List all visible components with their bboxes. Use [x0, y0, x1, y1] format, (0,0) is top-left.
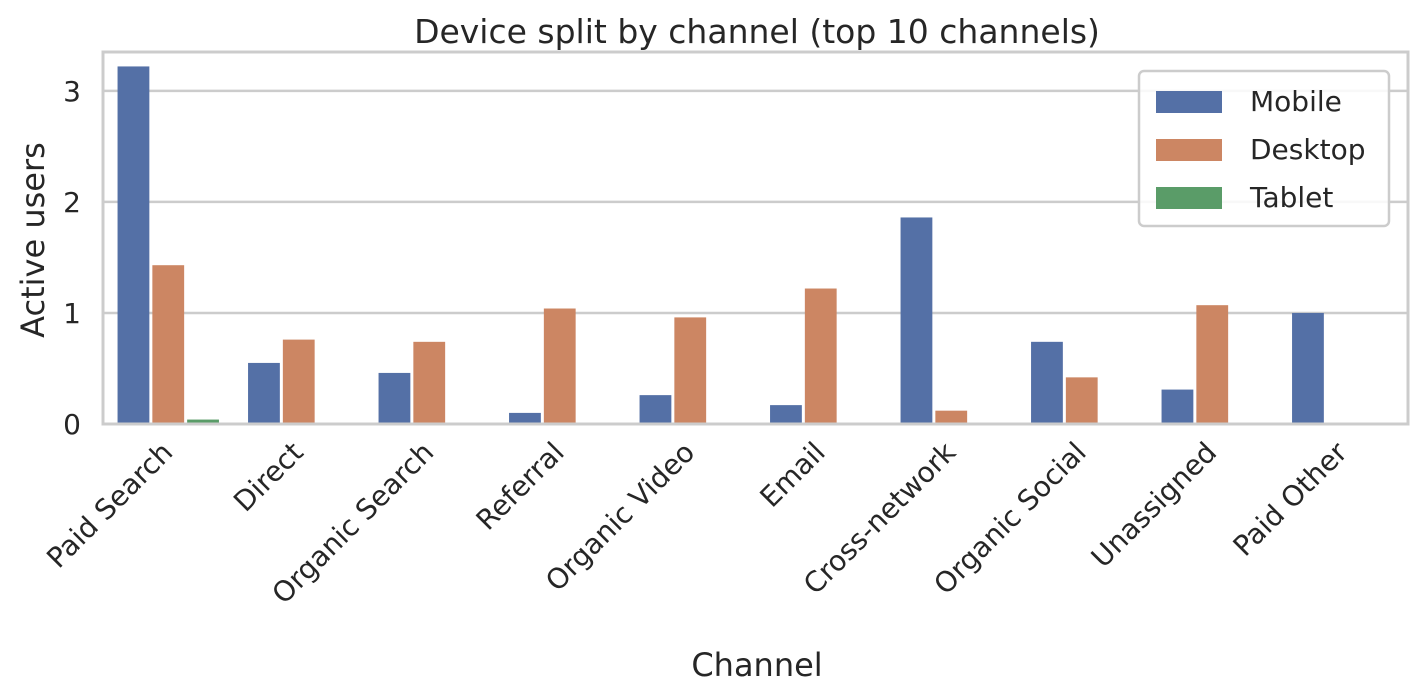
legend: Mobile Desktop Tablet	[1137, 69, 1391, 228]
bar-mobile	[509, 412, 541, 424]
x-tick-label: Referral	[470, 436, 571, 537]
bar-mobile	[1292, 312, 1324, 424]
y-axis-label: Active users	[14, 142, 52, 338]
plot-frame	[101, 50, 1410, 426]
bar-desktop	[282, 339, 315, 424]
y-ticks: 0 1 2 3	[63, 75, 81, 441]
bar-desktop	[674, 317, 707, 424]
bar-desktop	[152, 265, 185, 424]
bars	[117, 66, 1324, 424]
bar-mobile	[1161, 389, 1194, 424]
x-tick-label: Email	[753, 436, 831, 514]
x-tick-label: Direct	[227, 436, 310, 519]
bar-desktop	[543, 308, 576, 424]
bar-mobile	[248, 362, 280, 424]
bar-mobile	[117, 66, 150, 424]
bar-desktop	[935, 410, 968, 424]
x-tick-label: Paid Search	[40, 436, 179, 575]
legend-swatch-desktop	[1156, 139, 1222, 161]
legend-swatch-tablet	[1156, 187, 1222, 209]
legend-swatch-mobile	[1156, 91, 1222, 113]
chart-title: Device split by channel (top 10 channels…	[414, 12, 1100, 51]
x-tick-label: Unassigned	[1085, 436, 1224, 575]
bar-mobile	[770, 405, 802, 424]
legend-label-tablet: Tablet	[1249, 181, 1333, 214]
bar-desktop	[804, 288, 837, 424]
bar-desktop	[1196, 305, 1229, 424]
bar-desktop	[1065, 377, 1098, 424]
y-tick-label: 1	[63, 297, 81, 330]
bar-mobile	[900, 217, 933, 424]
bar-tablet	[187, 419, 219, 424]
y-tick-label: 2	[63, 186, 81, 219]
bar-desktop	[413, 341, 446, 424]
y-tick-label: 0	[63, 408, 81, 441]
y-tick-label: 3	[63, 75, 81, 108]
x-axis-label: Channel	[691, 646, 822, 684]
bar-mobile	[639, 395, 672, 424]
bar-mobile	[378, 372, 411, 424]
legend-label-mobile: Mobile	[1250, 85, 1342, 118]
legend-label-desktop: Desktop	[1250, 133, 1365, 166]
x-tick-label: Paid Other	[1227, 435, 1354, 562]
bar-mobile	[1031, 341, 1063, 424]
